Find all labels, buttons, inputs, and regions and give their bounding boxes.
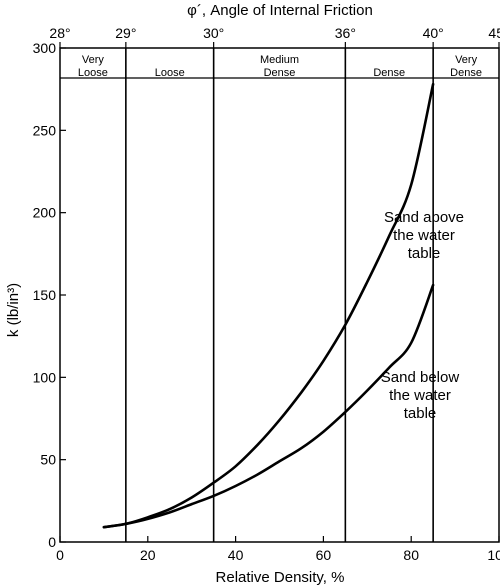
y-tick-label: 0: [48, 534, 56, 550]
annotation-layer: Sand above the water table Sand below the wa…: [381, 209, 464, 422]
y-tick-label: 50: [40, 452, 56, 468]
top-tick-label: 30°: [203, 25, 224, 41]
x-tick-label: 60: [316, 547, 332, 563]
top-tick-label: 28°: [49, 25, 70, 41]
x-tick-label: 40: [228, 547, 244, 563]
x-tick-label: 100: [487, 547, 500, 563]
top-tick-label: 29°: [115, 25, 136, 41]
y-axis-label: k (lb/in³): [5, 283, 22, 337]
x-tick-label: 20: [140, 547, 156, 563]
y-tick-label: 300: [33, 40, 57, 56]
band-label: Very Loose: [78, 54, 108, 79]
top-tick-label: 45°: [488, 25, 500, 41]
top-tick-label: 36°: [335, 25, 356, 41]
series-line: [102, 82, 435, 529]
y-tick-label: 150: [33, 287, 57, 303]
y-tick-label: 100: [33, 369, 57, 385]
band-layer: Very Loose Loose Medium Dense Dense Very Dense: [60, 48, 499, 542]
series-annotation: Sand below the water table: [381, 369, 460, 422]
y-tick-label: 250: [33, 122, 57, 138]
top-tick-label: 40°: [423, 25, 444, 41]
band-label: Very Dense: [450, 54, 482, 79]
x-tick-label: 0: [56, 547, 64, 563]
top-axis-label: φ´, Angle of Internal Friction: [187, 2, 373, 19]
band-label: Medium Dense: [260, 54, 299, 79]
series-annotation: Sand above the water table: [384, 209, 464, 262]
series-line: [102, 283, 435, 529]
series-layer: [102, 82, 435, 529]
x-tick-label: 80: [403, 547, 419, 563]
x-axis-label: Relative Density, %: [216, 569, 345, 586]
band-label: Loose: [155, 67, 185, 79]
band-label: Dense: [373, 67, 405, 79]
y-tick-label: 200: [33, 205, 57, 221]
